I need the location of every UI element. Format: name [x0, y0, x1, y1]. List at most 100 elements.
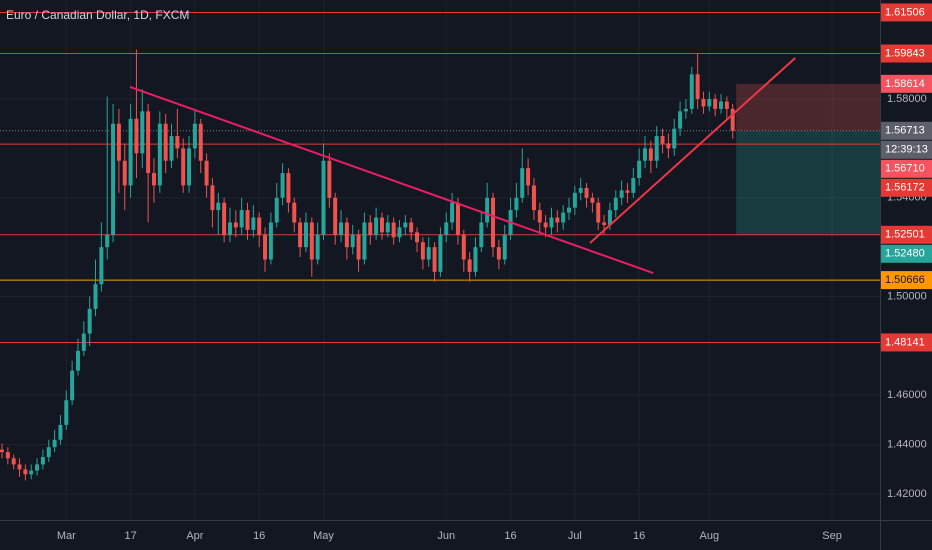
x-tick-label: 16 [504, 530, 516, 542]
candle-body [257, 217, 262, 235]
candle-body [578, 187, 583, 193]
candle-body [584, 187, 589, 198]
price-label: 1.50666 [885, 274, 925, 286]
candle-body [128, 118, 133, 186]
candle-body [99, 247, 104, 285]
target-zone [736, 130, 880, 236]
candle-body [134, 118, 139, 154]
candle-body [678, 111, 683, 129]
price-label-bg [881, 3, 932, 22]
x-tick-label: Apr [186, 530, 203, 542]
candle-body [175, 136, 180, 149]
candle-body [379, 217, 384, 233]
candle-body [105, 234, 110, 248]
price-label-bg [881, 271, 932, 290]
price-label: 1.48141 [885, 336, 925, 348]
candle-body [531, 185, 536, 211]
price-label: 1.56710 [885, 163, 925, 175]
countdown-bg [881, 140, 932, 159]
candle-body [356, 234, 361, 260]
price-label: 1.56713 [885, 125, 925, 137]
candle-body [122, 160, 127, 186]
candle-body [157, 123, 162, 186]
chart-title: Euro / Canadian Dollar, 1D, FXCM [6, 8, 189, 22]
candle-body [93, 284, 98, 309]
x-tick-label: 16 [633, 530, 645, 542]
candle-body [695, 74, 700, 100]
candle-body [648, 148, 653, 161]
candle-body [450, 202, 455, 223]
candle-body [672, 128, 677, 149]
price-label: 1.58614 [885, 78, 925, 90]
candle-body [344, 222, 349, 248]
y-tick-label: 1.58000 [887, 93, 927, 105]
candle-body [491, 197, 496, 248]
candle-body [303, 222, 308, 248]
candle-body [537, 210, 542, 223]
candle-body [637, 160, 642, 179]
candle-body [210, 185, 215, 211]
candle-body [730, 108, 735, 131]
price-label-bg [881, 333, 932, 352]
candle-body [572, 192, 577, 208]
candle-body [643, 148, 648, 161]
price-label-bg [881, 225, 932, 244]
candle-body [181, 148, 186, 186]
candle-body [520, 168, 525, 198]
price-label: 1.52480 [885, 248, 925, 260]
candle-body [391, 222, 396, 238]
candle-body [87, 308, 92, 334]
price-label: 1.59843 [885, 47, 925, 59]
countdown-label: 12:39:13 [885, 144, 928, 156]
candle-body [613, 197, 618, 211]
candle-body [467, 259, 472, 272]
candle-body [502, 234, 507, 260]
price-label-bg [881, 74, 932, 93]
candle-body [58, 424, 63, 440]
x-tick-label: Aug [700, 530, 720, 542]
price-label-bg [881, 44, 932, 63]
x-tick-label: Sep [822, 530, 842, 542]
candle-body [415, 232, 420, 243]
price-label: 1.61506 [885, 6, 925, 18]
candle-body [409, 222, 414, 233]
candle-body [339, 222, 344, 235]
candle-body [140, 111, 145, 154]
candle-body [35, 464, 40, 471]
candle-body [420, 242, 425, 260]
candle-body [724, 101, 729, 109]
x-tick-label: Jun [437, 530, 455, 542]
candle-body [397, 227, 402, 238]
candle-body [64, 400, 69, 425]
candle-body [204, 160, 209, 186]
candle-body [479, 222, 484, 248]
candle-body [116, 123, 121, 161]
candle-body [198, 123, 203, 161]
candle-body [23, 469, 28, 475]
candle-body [251, 217, 256, 230]
candle-body [602, 222, 607, 225]
candle-body [543, 222, 548, 228]
candle-body [549, 217, 554, 228]
candle-body [461, 234, 466, 260]
candle-body [17, 464, 22, 470]
candle-body [426, 247, 431, 260]
candle-body [280, 173, 285, 198]
candle-body [619, 190, 624, 198]
candle-body [146, 111, 151, 174]
x-tick-label: Mar [57, 530, 76, 542]
candle-body [327, 160, 332, 198]
candle-body [718, 101, 723, 109]
price-label: 1.52501 [885, 229, 925, 241]
y-tick-label: 1.50000 [887, 290, 927, 302]
candle-body [374, 217, 379, 235]
candle-body [81, 333, 86, 351]
axis-layer: 1.420001.440001.460001.500001.540001.580… [57, 3, 932, 542]
price-label-bg [881, 159, 932, 178]
candle-body [29, 470, 34, 475]
candle-body [567, 207, 572, 213]
candle-body [292, 202, 297, 223]
candle-body [707, 99, 712, 107]
candle-body [52, 439, 57, 448]
y-tick-label: 1.44000 [887, 439, 927, 451]
